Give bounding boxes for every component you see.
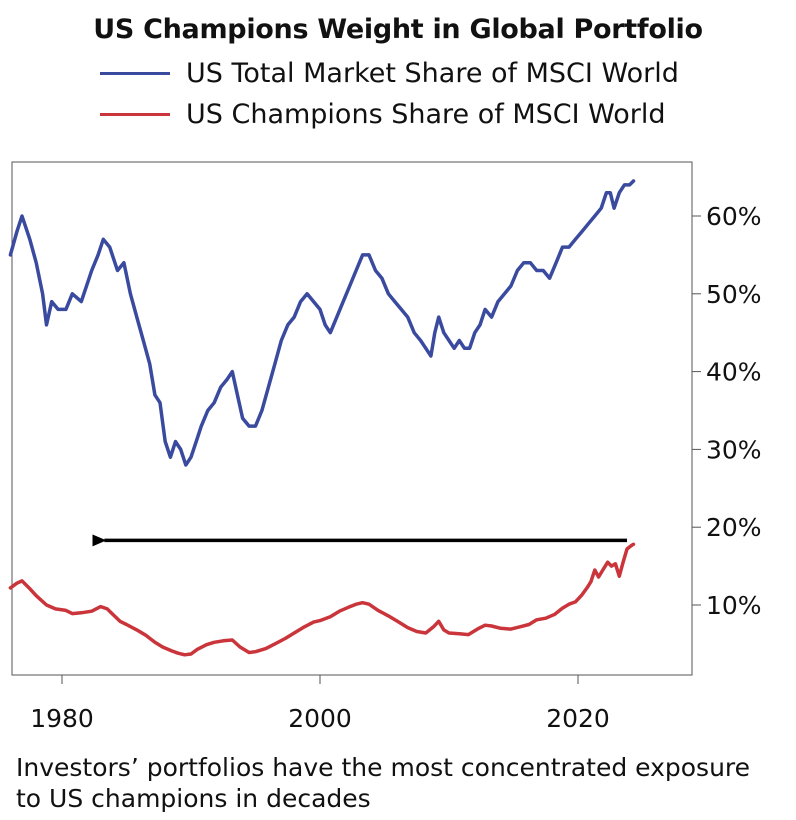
chart-title: US Champions Weight in Global Portfolio xyxy=(93,14,703,45)
legend-swatch-blue xyxy=(100,71,170,75)
legend-item-us-total-market: US Total Market Share of MSCI World xyxy=(100,57,679,89)
plot-frame xyxy=(11,161,693,676)
x-tick-label: 2000 xyxy=(288,704,352,733)
y-tick-label: 30% xyxy=(706,435,762,464)
y-tick-label: 10% xyxy=(706,591,762,620)
series-line-us-champions xyxy=(8,542,636,657)
y-tick-label: 40% xyxy=(706,358,762,387)
legend-item-us-champions: US Champions Share of MSCI World xyxy=(100,98,666,130)
series-line-us-total-market xyxy=(8,179,636,467)
legend-label-us-total-market: US Total Market Share of MSCI World xyxy=(186,57,679,89)
y-tick-label: 50% xyxy=(706,280,762,309)
y-tick-label: 60% xyxy=(706,202,762,231)
y-tick-label: 20% xyxy=(706,513,762,542)
chart-caption: Investors’ portfolios have the most conc… xyxy=(16,753,751,813)
x-tick-label: 2020 xyxy=(546,704,610,733)
x-tick-label: 1980 xyxy=(30,704,94,733)
legend-swatch-red xyxy=(100,112,170,116)
legend-label-us-champions: US Champions Share of MSCI World xyxy=(186,98,666,130)
